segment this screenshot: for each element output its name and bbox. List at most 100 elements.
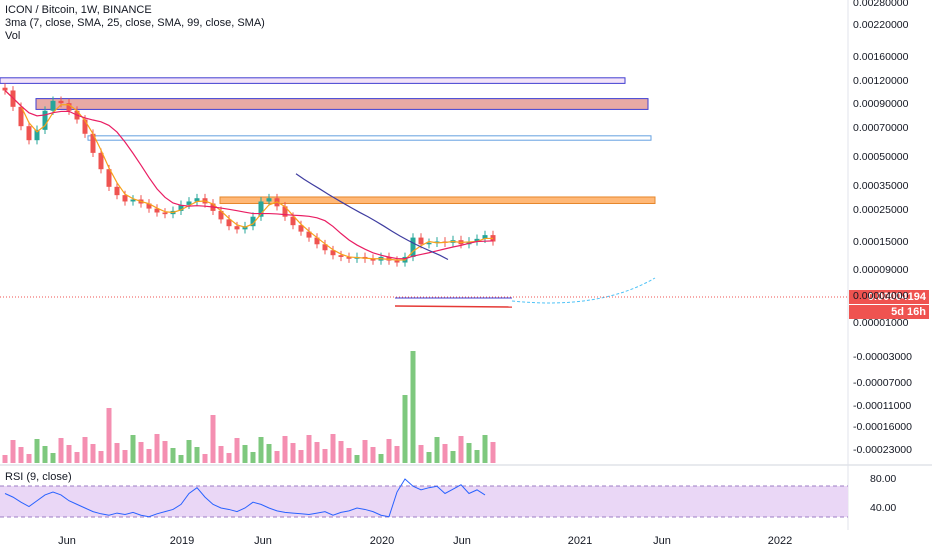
candle-body: [26, 126, 32, 141]
volume-bar: [426, 452, 432, 463]
y-tick-label: 0.00009000: [853, 264, 909, 276]
volume-bar: [162, 441, 168, 463]
volume-bar: [394, 446, 400, 463]
candle-body: [98, 152, 104, 170]
volume-bar: [266, 444, 272, 463]
candle-body: [90, 133, 96, 153]
volume-bar: [194, 447, 200, 463]
y-tick-label: -0.00016000: [853, 421, 912, 433]
legend-vol: Vol: [5, 30, 21, 42]
candle-body: [162, 212, 168, 215]
candle-body: [330, 250, 336, 256]
candle-body: [418, 237, 424, 245]
candle-body: [306, 231, 312, 238]
volume-bar: [442, 444, 448, 463]
volume-bar: [122, 450, 128, 463]
volume-bar: [274, 451, 280, 463]
volume-bar: [370, 447, 376, 463]
y-tick-label: 0.00050000: [853, 151, 909, 163]
y-tick-label: -0.00007000: [853, 377, 912, 389]
ma99-line: [295, 173, 449, 261]
volume-bar: [450, 451, 456, 463]
volume-bar: [410, 351, 416, 463]
candle-body: [290, 216, 296, 226]
chart-legend: ICON / Bitcoin, 1W, BINANCE 3ma (7, clos…: [5, 4, 265, 43]
volume-bar: [90, 444, 96, 463]
volume-bar: [218, 446, 224, 463]
volume-bar: [146, 449, 152, 463]
candle-body: [370, 258, 376, 261]
candle-body: [266, 198, 272, 202]
candle-body: [130, 199, 136, 202]
candle-body: [2, 87, 8, 91]
candle-body: [346, 256, 352, 259]
y-tick-label: 0.00004000: [853, 290, 909, 302]
volume-bar: [170, 448, 176, 463]
volume-bar: [10, 440, 16, 463]
candle-body: [218, 210, 224, 220]
x-tick-label: Jun: [254, 535, 272, 547]
volume-bar: [226, 453, 232, 463]
candle-body: [154, 208, 160, 213]
candle-body: [50, 100, 56, 111]
x-tick-label: 2020: [369, 535, 395, 547]
drawing-bottom-line: [394, 305, 513, 308]
volume-bar: [98, 451, 104, 463]
y-tick-label: 0.00070000: [853, 122, 909, 134]
x-tick-label: 2019: [169, 535, 195, 547]
candle-body: [482, 235, 488, 239]
volume-bar: [178, 455, 184, 463]
candle-body: [178, 204, 184, 211]
volume-bar: [386, 439, 392, 463]
volume-bar: [346, 448, 352, 463]
y-tick-label: 0.00015000: [853, 236, 909, 248]
legend-title: ICON / Bitcoin, 1W, BINANCE: [5, 4, 152, 16]
volume-bar: [82, 437, 88, 463]
volume-bar: [106, 408, 112, 463]
volume-bar: [234, 438, 240, 463]
candle-body: [106, 169, 112, 187]
volume-bar: [458, 436, 464, 463]
volume-bar: [354, 455, 360, 463]
volume-bar: [322, 449, 328, 463]
volume-bar: [378, 454, 384, 463]
candle-body: [282, 206, 288, 217]
rsi-line: [4, 478, 486, 518]
volume-bar: [490, 442, 496, 463]
volume-bar: [50, 453, 56, 463]
volume-bar: [466, 443, 472, 463]
volume-bar: [482, 435, 488, 463]
y-tick-label: 0.00220000: [853, 19, 909, 31]
volume-bar: [290, 443, 296, 463]
y-tick-label: 0.00120000: [853, 75, 909, 87]
candle-body: [194, 198, 200, 202]
candle-body: [18, 106, 24, 127]
candle-body: [322, 244, 328, 251]
volume-bar: [330, 434, 336, 463]
volume-bar: [74, 452, 80, 463]
y-tick-label: 0.00280000: [853, 0, 909, 9]
volume-bar: [58, 438, 64, 463]
candle-body: [226, 219, 232, 227]
volume-bar: [26, 454, 32, 463]
volume-bar: [186, 440, 192, 463]
candle-body: [298, 225, 304, 232]
x-tick-label: Jun: [653, 535, 671, 547]
countdown-tag: 5d 16h: [849, 305, 929, 319]
volume-bar: [434, 437, 440, 463]
x-tick-label: 2022: [767, 535, 793, 547]
volume-bar: [34, 439, 40, 463]
volume-bar: [338, 441, 344, 463]
candle-body: [34, 129, 40, 141]
volume-bar: [66, 445, 72, 463]
candle-body: [258, 201, 264, 217]
volume-bar: [18, 447, 24, 463]
y-tick-label: 0.00001000: [853, 317, 909, 329]
candle-body: [186, 201, 192, 205]
candle-body: [410, 237, 416, 257]
candle-body: [66, 103, 72, 111]
ma7-line: [4, 90, 493, 261]
volume-bar: [130, 435, 136, 463]
